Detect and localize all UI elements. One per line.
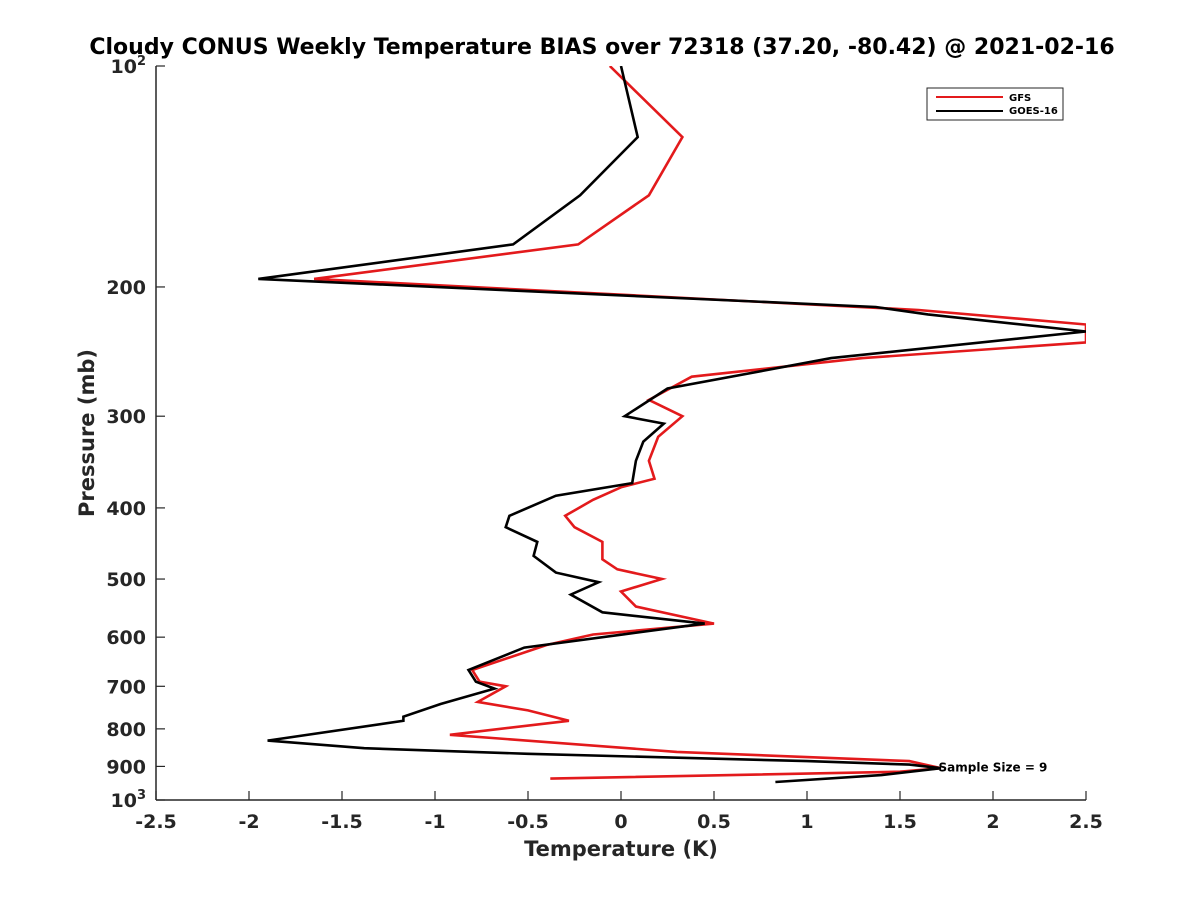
axes-layer: -2.5 -2 -1.5 -1 -0.5 0 0.5 1 1.5 2 2.5 102 200 300 400…	[106, 54, 1103, 833]
x-tick-label: -1.5	[321, 811, 363, 833]
x-tick-label: -1	[424, 811, 445, 833]
legend-box	[926, 87, 1064, 121]
y-axis-label: Pressure (mb)	[75, 349, 99, 517]
sample-size-annotation: Sample Size = 9	[939, 760, 1048, 774]
x-tick-label: 0.5	[697, 811, 731, 833]
x-tick-label: -2.5	[135, 811, 177, 833]
x-tick-label: 1	[800, 811, 813, 833]
legend: GFS GOES-16	[926, 87, 1064, 121]
legend-label-goes16: GOES-16	[1009, 106, 1058, 117]
x-tick-label: 2	[986, 811, 999, 833]
y-tick-label: 200	[106, 277, 146, 299]
x-tick-label: -0.5	[507, 811, 549, 833]
y-tick-label: 400	[106, 498, 146, 520]
series-line-goes16	[258, 66, 1086, 784]
y-tick-label: 102	[111, 54, 147, 78]
y-tick-label: 300	[106, 406, 146, 428]
x-axis-label: Temperature (K)	[524, 837, 718, 861]
x-tick-label: -2	[238, 811, 259, 833]
series-layer	[258, 66, 1086, 784]
series-line-gfs	[313, 66, 1086, 780]
y-tick-label: 800	[106, 719, 146, 741]
x-tick-label: 1.5	[883, 811, 917, 833]
y-tick-label: 500	[106, 569, 146, 591]
x-tick-label: 2.5	[1069, 811, 1103, 833]
y-tick-label: 900	[106, 756, 146, 778]
y-tick-label: 600	[106, 627, 146, 649]
y-tick-label: 103	[111, 788, 147, 812]
chart-title: Cloudy CONUS Weekly Temperature BIAS ove…	[89, 35, 1114, 60]
x-tick-label: 0	[614, 811, 627, 833]
y-tick-label: 700	[106, 676, 146, 698]
legend-label-gfs: GFS	[1009, 93, 1031, 104]
